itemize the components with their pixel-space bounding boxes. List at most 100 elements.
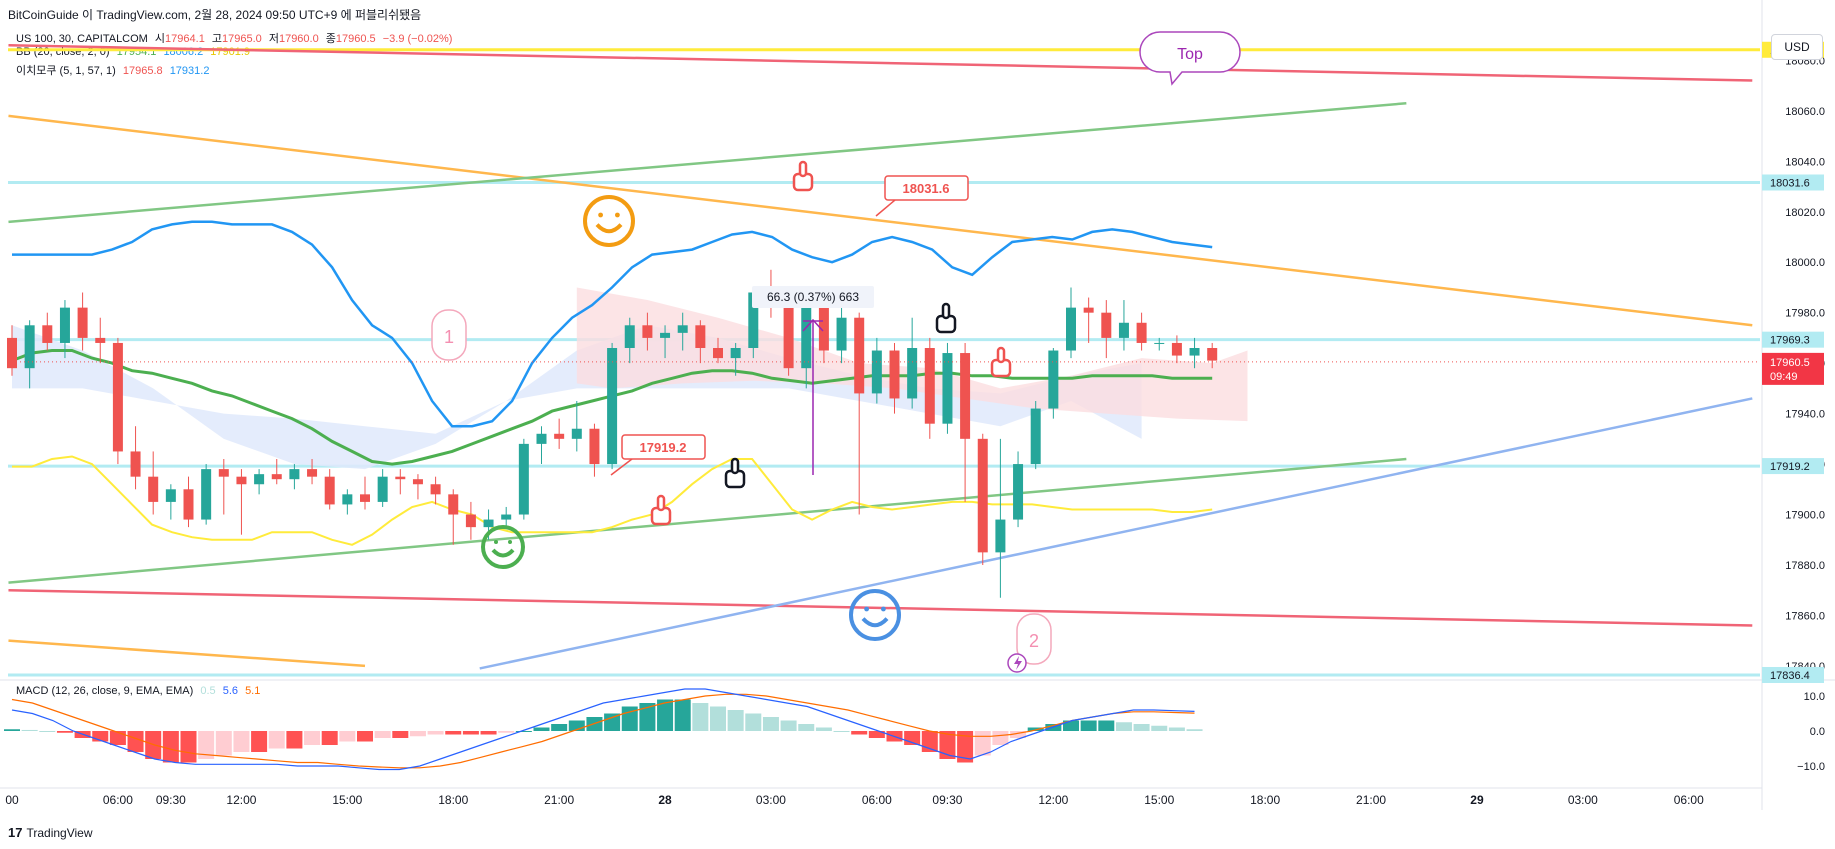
macd-tick-label: 0.0: [1810, 726, 1825, 738]
smiley-orange-icon-mouth: [595, 223, 623, 234]
open-value: 17964.1: [165, 33, 205, 45]
candle-body: [924, 348, 935, 424]
macd-histogram-bar: [957, 731, 974, 763]
macd-label: MACD (12, 26, close, 9, EMA, EMA): [16, 685, 194, 697]
candle-body: [42, 325, 53, 343]
macd-histogram-bar: [180, 731, 197, 763]
smiley-blue-icon-eye: [864, 606, 869, 612]
macd-histogram-bar: [551, 724, 568, 731]
last-price-tag-bg: [1762, 352, 1824, 385]
publish-header: BitCoinGuide 이 TradingView.com, 2월 28, 2…: [8, 8, 422, 22]
high-label: 고: [211, 33, 222, 45]
macd-histogram-bar: [762, 717, 779, 731]
smiley-blue-icon-eye: [881, 606, 886, 612]
low-label: 저: [268, 33, 279, 45]
candle-body: [642, 325, 653, 338]
macd-histogram-bar: [462, 731, 479, 735]
bb-lower-line: [12, 455, 1213, 546]
price-callout-1: 18031.6: [903, 181, 950, 196]
candle-body: [483, 519, 494, 528]
price-callout-2: 17919.2: [640, 440, 687, 455]
price-tag-bg: [1762, 666, 1824, 683]
candle-body: [836, 317, 847, 351]
price-tag: 18031.6: [1770, 177, 1810, 189]
macd-tick-label: −10.0: [1797, 761, 1825, 773]
measure-arrow-head: [802, 318, 824, 332]
macd-hist-value: 0.5: [200, 685, 216, 697]
top-callout-bubble: [1139, 31, 1241, 86]
macd-histogram-bar: [427, 731, 444, 735]
time-tick-label: 18:00: [1250, 793, 1280, 807]
lower-descending-trendline: [8, 639, 366, 668]
hand-pointer-icon-finger: [730, 457, 740, 475]
candle-body: [289, 469, 300, 480]
candle-body: [518, 443, 529, 515]
measure-label-bg: [752, 286, 874, 308]
number-1-bubble: [431, 309, 467, 361]
macd-histogram-bar: [233, 731, 250, 752]
price-tag-bg: [1762, 458, 1824, 475]
macd-histogram-bar: [39, 731, 56, 732]
time-tick-label: 12:00: [226, 793, 256, 807]
smiley-green-icon-eye: [494, 540, 498, 544]
low-value: 17960.0: [278, 33, 319, 45]
candle-body: [183, 489, 194, 520]
smiley-green-icon-eye: [508, 540, 512, 544]
candle-body: [571, 428, 582, 439]
candle-body: [1013, 464, 1024, 520]
price-tick-label: 18060.0: [1785, 106, 1825, 118]
macd-histogram-bar: [268, 731, 285, 749]
macd-histogram-bar: [657, 699, 674, 731]
macd-legend[interactable]: MACD (12, 26, close, 9, EMA, EMA) 0.5 5.…: [16, 685, 264, 697]
time-tick-label: 03:00: [1568, 793, 1598, 807]
macd-line: [11, 688, 1195, 771]
candle-body: [960, 353, 971, 439]
candle-body: [871, 350, 882, 394]
candle-body: [589, 428, 600, 465]
time-tick-label: 06:00: [862, 793, 892, 807]
time-tick-label: 29: [1470, 793, 1484, 807]
candle-body: [748, 292, 759, 348]
price-tick-label: 17860.0: [1785, 610, 1825, 622]
macd-histogram-bar: [745, 713, 762, 731]
candle-body: [342, 494, 353, 505]
price-tag-bg: [1762, 174, 1824, 191]
currency-button[interactable]: USD: [1771, 34, 1823, 60]
macd-histogram-bar: [198, 731, 215, 759]
time-tick-label: 21:00: [544, 793, 574, 807]
time-tick-label: 09:30: [156, 793, 186, 807]
ascending-channel-lower: [8, 457, 1407, 584]
price-tick-label: 17880.0: [1785, 560, 1825, 572]
candle-body: [377, 476, 388, 502]
time-tick-label: 15:00: [332, 793, 362, 807]
candle-body: [536, 433, 547, 444]
macd-histogram-bar: [1186, 729, 1203, 731]
time-tick-label: 06:00: [1674, 793, 1704, 807]
change-value: −3.9 (−0.02%): [382, 33, 453, 45]
macd-histogram-bar: [392, 731, 409, 738]
candle-body: [677, 325, 688, 333]
descending-trendline: [8, 114, 1753, 327]
last-price-countdown: 09:49: [1770, 371, 1798, 383]
candle-body: [7, 337, 17, 369]
rising-blue-trendline: [479, 397, 1753, 670]
candle-body: [1207, 348, 1218, 361]
ichimoku-b-value: 17931.2: [169, 65, 210, 77]
symbol-name[interactable]: US 100, 30, CAPITALCOM: [16, 33, 148, 45]
time-tick-label: 00: [5, 793, 19, 807]
ichimoku-legend[interactable]: 이치모쿠 (5, 1, 57, 1) 17965.8 17931.2: [16, 62, 213, 78]
candle-body: [501, 514, 512, 520]
macd-histogram-bar: [992, 731, 1009, 745]
macd-signal-line: [11, 693, 1195, 769]
candle-body: [1118, 322, 1129, 338]
price-callout-1-pointer: [875, 199, 896, 217]
smiley-green-icon: [481, 525, 525, 569]
macd-histogram-bar: [710, 706, 726, 731]
ichimoku-label: 이치모쿠 (5, 1, 57, 1): [16, 65, 116, 77]
smiley-orange-icon-eye: [615, 212, 620, 218]
macd-histogram-bar: [109, 731, 126, 745]
price-tag: 17969.3: [1770, 335, 1810, 347]
candle-body: [1030, 408, 1041, 465]
tradingview-logo-icon: 17: [8, 825, 23, 840]
